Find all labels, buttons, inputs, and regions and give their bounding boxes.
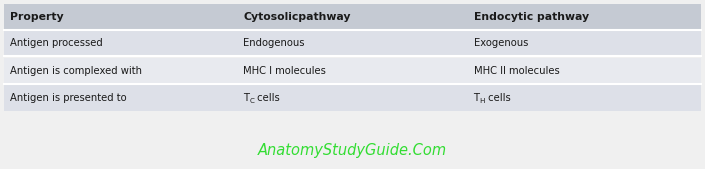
Bar: [467, 30, 701, 56]
Text: C: C: [250, 98, 255, 104]
Text: MHC I molecules: MHC I molecules: [243, 66, 326, 76]
Bar: [238, 57, 467, 83]
Text: cells: cells: [255, 93, 280, 103]
Bar: [467, 4, 701, 30]
Bar: [467, 57, 701, 83]
Bar: [238, 30, 467, 56]
Bar: [4, 57, 238, 83]
Text: T: T: [243, 93, 250, 103]
Bar: [467, 85, 701, 111]
Text: cells: cells: [485, 93, 510, 103]
Bar: [238, 4, 467, 30]
Text: Endocytic pathway: Endocytic pathway: [474, 12, 589, 22]
Text: MHC II molecules: MHC II molecules: [474, 66, 559, 76]
Text: Antigen is presented to: Antigen is presented to: [10, 93, 127, 103]
Bar: [4, 30, 238, 56]
Text: H: H: [479, 98, 485, 104]
Text: AnatomyStudyGuide.Com: AnatomyStudyGuide.Com: [258, 143, 447, 159]
Text: Antigen processed: Antigen processed: [10, 38, 103, 48]
Text: Antigen is complexed with: Antigen is complexed with: [10, 66, 142, 76]
Text: T: T: [474, 93, 479, 103]
Bar: [4, 85, 238, 111]
Text: Cytosolicpathway: Cytosolicpathway: [243, 12, 351, 22]
Bar: [4, 4, 238, 30]
Text: Property: Property: [10, 12, 63, 22]
Bar: [238, 85, 467, 111]
Text: Endogenous: Endogenous: [243, 38, 305, 48]
Text: Exogenous: Exogenous: [474, 38, 528, 48]
